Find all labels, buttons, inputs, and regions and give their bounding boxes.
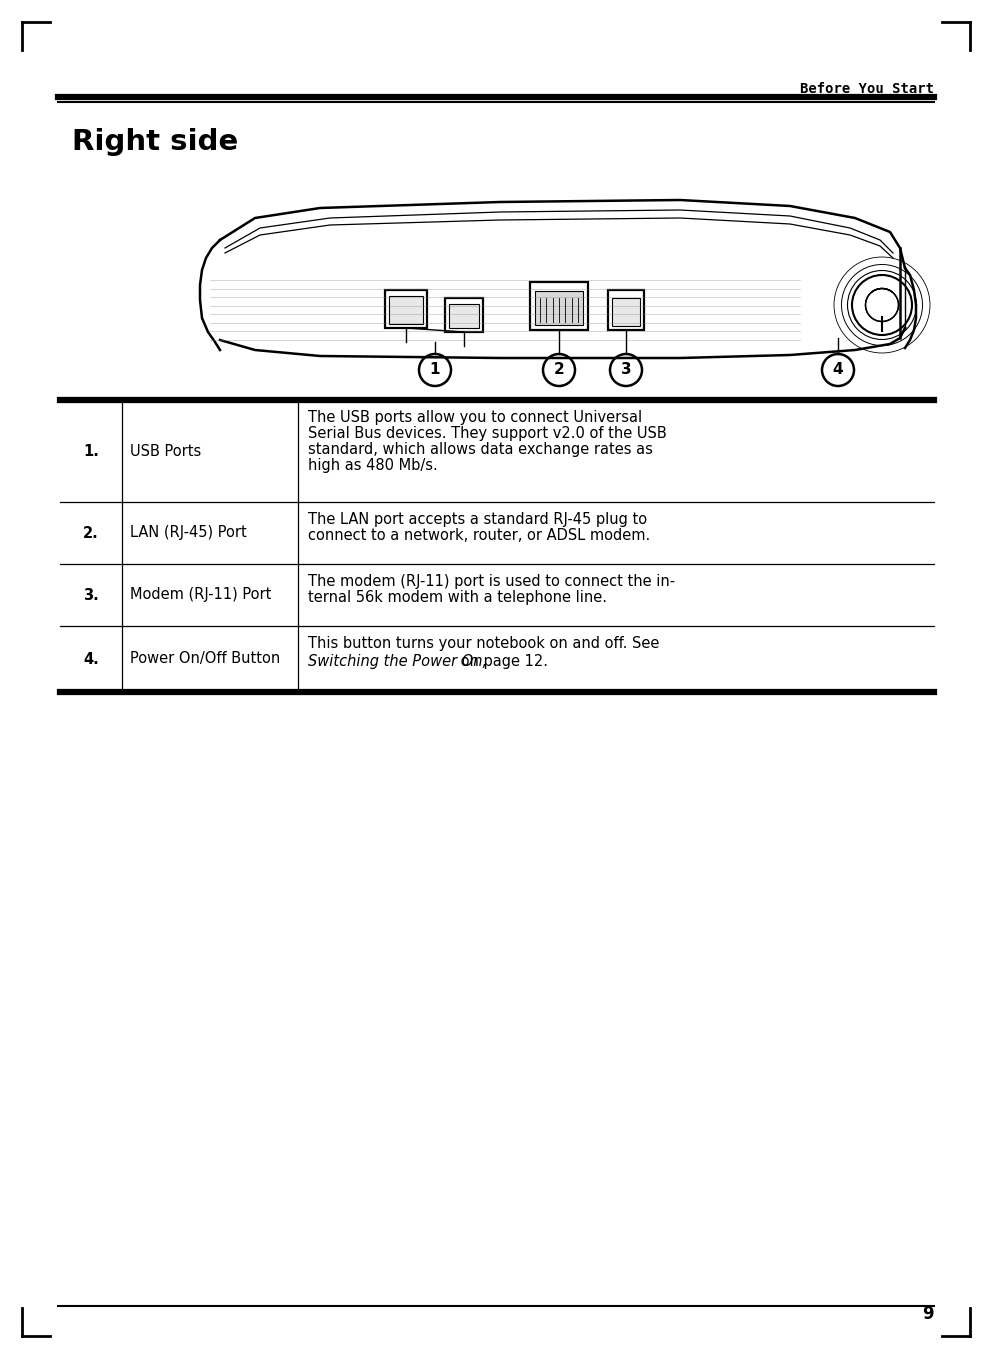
Bar xyxy=(389,296,423,325)
Text: Modem (RJ-11) Port: Modem (RJ-11) Port xyxy=(130,588,272,603)
Circle shape xyxy=(543,354,575,386)
Text: Switching the Power On,: Switching the Power On, xyxy=(308,655,487,669)
Bar xyxy=(449,304,479,329)
Text: 4.: 4. xyxy=(83,652,99,667)
Text: 2.: 2. xyxy=(83,526,99,540)
Text: high as 480 Mb/s.: high as 480 Mb/s. xyxy=(308,458,437,473)
Text: 2: 2 xyxy=(554,363,564,378)
Circle shape xyxy=(610,354,642,386)
Text: on page 12.: on page 12. xyxy=(456,655,548,669)
Text: 9: 9 xyxy=(923,1305,934,1323)
Text: connect to a network, router, or ADSL modem.: connect to a network, router, or ADSL mo… xyxy=(308,528,650,543)
Text: ternal 56k modem with a telephone line.: ternal 56k modem with a telephone line. xyxy=(308,589,607,606)
Bar xyxy=(535,291,583,325)
Text: 1: 1 xyxy=(430,363,440,378)
Text: Power On/Off Button: Power On/Off Button xyxy=(130,652,281,667)
Text: The modem (RJ-11) port is used to connect the in-: The modem (RJ-11) port is used to connec… xyxy=(308,574,676,589)
Text: 1.: 1. xyxy=(83,444,99,459)
Bar xyxy=(612,297,640,326)
Text: The LAN port accepts a standard RJ-45 plug to: The LAN port accepts a standard RJ-45 pl… xyxy=(308,512,647,527)
Text: Right side: Right side xyxy=(72,128,238,156)
Text: Serial Bus devices. They support v2.0 of the USB: Serial Bus devices. They support v2.0 of… xyxy=(308,426,667,441)
Text: This button turns your notebook on and off. See: This button turns your notebook on and o… xyxy=(308,636,660,650)
Text: The USB ports allow you to connect Universal: The USB ports allow you to connect Unive… xyxy=(308,410,642,425)
Text: 4: 4 xyxy=(832,363,843,378)
Text: 3.: 3. xyxy=(83,588,99,603)
Text: USB Ports: USB Ports xyxy=(130,444,201,459)
Text: 3: 3 xyxy=(621,363,631,378)
Bar xyxy=(385,291,427,329)
Bar xyxy=(608,291,644,330)
Circle shape xyxy=(419,354,451,386)
Text: standard, which allows data exchange rates as: standard, which allows data exchange rat… xyxy=(308,441,653,458)
Circle shape xyxy=(822,354,854,386)
Text: Before You Start: Before You Start xyxy=(800,81,934,96)
Bar xyxy=(530,282,588,330)
Bar xyxy=(445,297,483,331)
Text: LAN (RJ-45) Port: LAN (RJ-45) Port xyxy=(130,526,247,540)
